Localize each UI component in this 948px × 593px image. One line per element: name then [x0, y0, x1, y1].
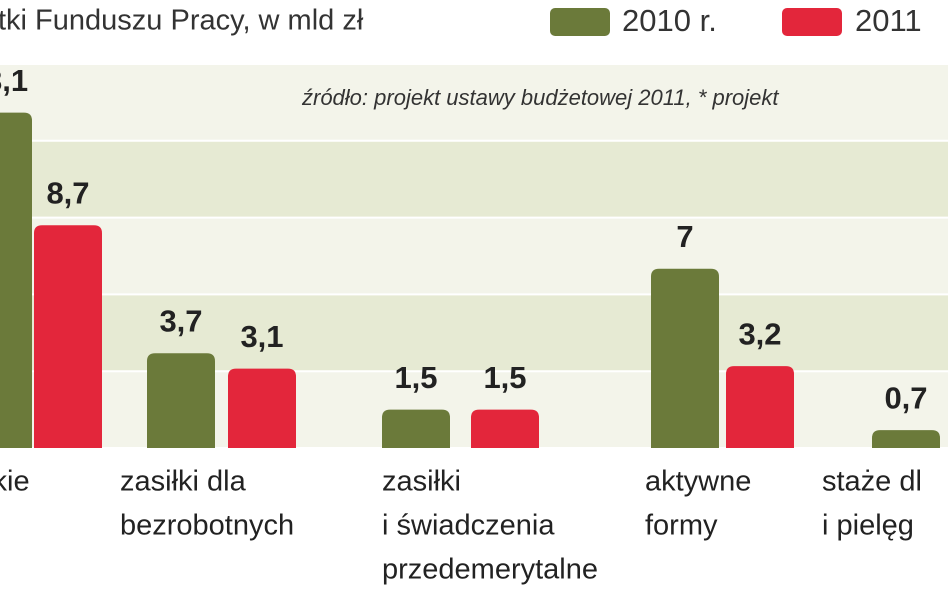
chart-title: tki Funduszu Pracy, w mld zł: [0, 5, 364, 37]
x-tick-label: i świadczenia: [382, 510, 555, 542]
bar: [726, 366, 794, 448]
data-label: 1,5: [394, 360, 437, 395]
bar: [651, 268, 719, 448]
bar: [471, 409, 539, 448]
bar: [872, 430, 940, 448]
data-label: 3,2: [738, 316, 781, 351]
data-label: 3,1: [240, 319, 283, 354]
bar: [228, 368, 296, 448]
data-label: 1,5: [483, 360, 526, 395]
source-note: źródło: projekt ustawy budżetowej 2011, …: [301, 85, 779, 110]
bar: [147, 353, 215, 448]
data-label: 13,1: [0, 63, 28, 98]
x-tick-label: formy: [645, 510, 718, 542]
x-tick-label: przedemerytalne: [382, 554, 598, 586]
grid: [0, 63, 948, 449]
data-label: 3,7: [159, 303, 202, 338]
x-tick-label: aktywne: [645, 466, 751, 498]
grid-band: [0, 140, 948, 218]
data-label: 7: [676, 219, 693, 254]
bar: [382, 409, 450, 448]
x-tick-label: bezrobotnych: [120, 510, 294, 542]
bar: [34, 225, 102, 448]
legend-swatch: [550, 8, 610, 36]
legend-swatch: [782, 8, 842, 36]
data-label: 0,7: [884, 380, 927, 415]
grid-band: [0, 64, 948, 141]
bar: [0, 112, 32, 448]
plot: 13,1 3,7 1,5 7 0,7 8,7 3,1 1,5 3,2 stkie zasiłki d…: [0, 3, 940, 586]
x-tick-label: zasiłki: [382, 466, 461, 498]
x-tick-label: staże dl: [822, 466, 922, 498]
x-tick-label: zasiłki dla: [120, 466, 247, 498]
legend-label: 2010 r.: [622, 3, 717, 38]
data-label: 8,7: [46, 175, 89, 210]
legend-label: 2011: [855, 3, 922, 38]
grid-band: [0, 294, 948, 372]
x-tick-label: i pielęg: [822, 510, 914, 542]
x-tick-label: stkie: [0, 466, 30, 498]
grid-band: [0, 217, 948, 295]
